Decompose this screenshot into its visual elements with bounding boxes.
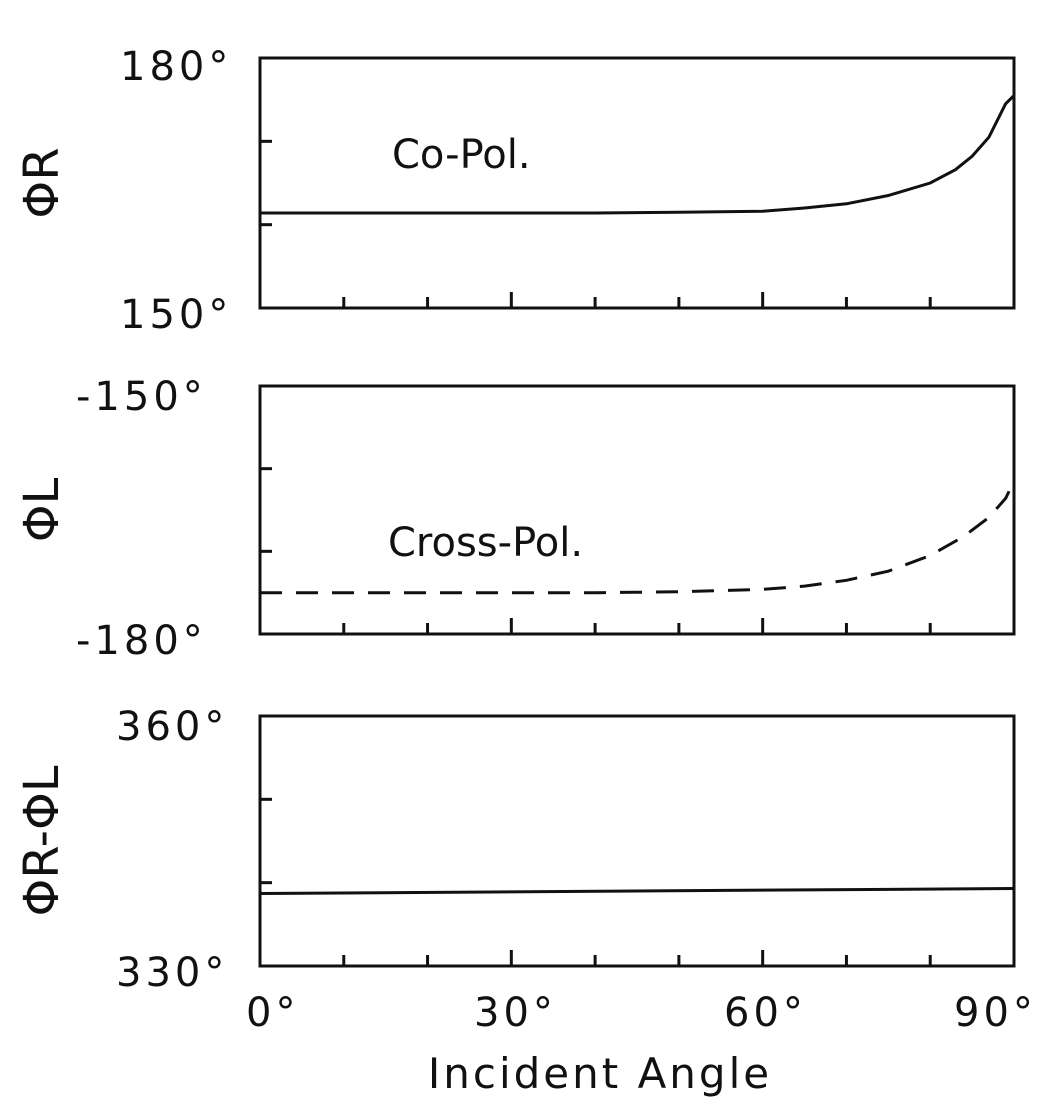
- panel-phi-r: 180° 150° Co-Pol. ΦR: [14, 44, 1016, 338]
- xtick-label-60: 60°: [724, 990, 807, 1036]
- xtick-label-0: 0°: [246, 990, 299, 1036]
- xtick-label-30: 30°: [474, 990, 557, 1036]
- axis-ticks: [260, 467, 932, 634]
- y-axis-label: ΦR-ΦL: [14, 765, 70, 916]
- co-pol-annotation: Co-Pol.: [392, 132, 531, 178]
- plot-frame: [258, 56, 1016, 310]
- y-axis-label: ΦL: [14, 477, 70, 542]
- plot-frame: [258, 714, 1016, 968]
- panel-phi-l: -150° -180° Cross-Pol. ΦL: [14, 374, 1016, 664]
- ytick-bottom-label: 150°: [120, 292, 232, 338]
- cross-pol-line: [260, 480, 1016, 595]
- plot-frame: [258, 384, 1016, 636]
- difference-line: [259, 887, 1015, 895]
- y-axis-label: ΦR: [14, 147, 70, 218]
- ytick-bottom-label: 330°: [116, 950, 228, 996]
- co-pol-line: [260, 94, 1016, 215]
- ytick-top-label: 360°: [116, 704, 228, 750]
- x-axis-label: Incident Angle: [428, 1049, 772, 1098]
- ytick-bottom-label: -180°: [76, 618, 207, 664]
- axis-ticks: [260, 139, 932, 308]
- ytick-top-label: -150°: [76, 374, 207, 420]
- axis-ticks: [260, 797, 932, 966]
- panel-phi-diff: 360° 330° ΦR-ΦL 0° 30° 60° 90° Incident …: [14, 704, 1037, 1098]
- cross-pol-annotation: Cross-Pol.: [388, 520, 583, 566]
- xtick-label-90: 90°: [954, 990, 1037, 1036]
- ytick-top-label: 180°: [120, 44, 232, 90]
